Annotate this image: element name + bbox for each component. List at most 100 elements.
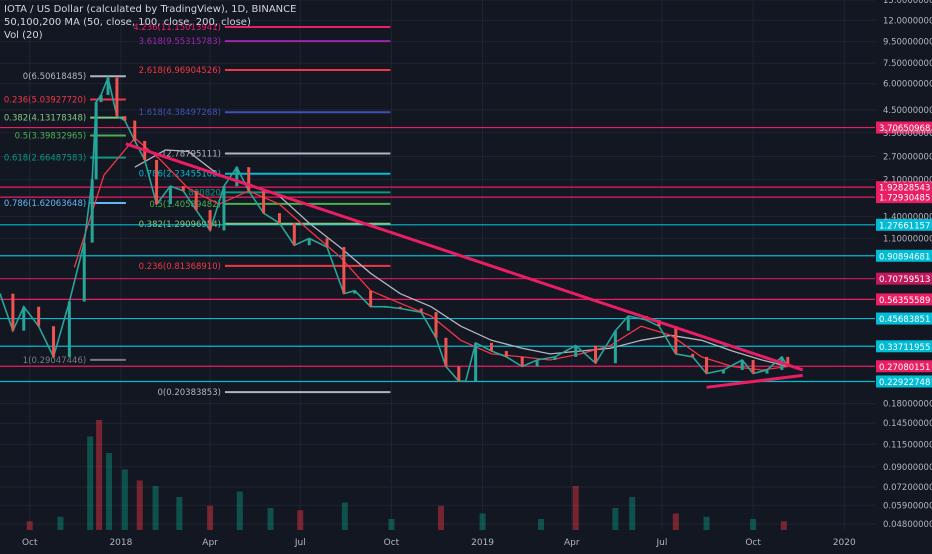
price-candle [168, 186, 172, 205]
volume-bar [267, 508, 274, 530]
chart-title: IOTA / US Dollar (calculated by TradingV… [4, 4, 297, 15]
moving-average-line [73, 137, 788, 371]
price-level-label: 0.22922748 [879, 378, 930, 388]
volume-bar [106, 453, 113, 530]
volume-bar [297, 510, 304, 530]
price-candle [115, 77, 119, 117]
fibonacci-level-label: 0(6.50618485) [23, 72, 86, 82]
fibonacci-level-label: 0.618(2.66487583) [4, 154, 86, 164]
trendline-layer[interactable] [125, 142, 804, 389]
time-axis[interactable]: Oct 2018 Apr Jul Oct 2019 Apr Jul Oct 2020 [22, 538, 856, 548]
volume-bar [703, 516, 710, 530]
y-tick-label: 1.10000000 [883, 234, 932, 244]
price-level-tag[interactable] [876, 340, 932, 353]
volume-indicator-label[interactable]: Vol (20) [4, 30, 43, 41]
price-candle [457, 366, 461, 382]
fibonacci-level-label: 1(0.29047446) [23, 356, 86, 366]
price-candle [520, 356, 524, 367]
volume-bar [750, 519, 757, 530]
price-candle [99, 94, 103, 103]
price-level-label: 1.72930485 [879, 194, 930, 204]
trendline[interactable] [706, 373, 803, 389]
price-candle [613, 330, 617, 364]
fibonacci-level-label: 0.382(1.29096954) [139, 220, 221, 230]
y-tick-label: 0.09000000 [883, 463, 932, 473]
price-level-tag[interactable] [876, 360, 932, 373]
price-candle [594, 345, 598, 364]
price-candle [553, 356, 557, 361]
price-level-label: 1.27661157 [879, 221, 930, 231]
price-candle [208, 210, 212, 231]
y-tick-label: 15.00000000 [883, 0, 932, 6]
volume-layer [26, 420, 787, 530]
price-candle [765, 369, 769, 374]
price-level-label: 0.45683851 [879, 315, 930, 325]
price-level-tag[interactable] [876, 121, 932, 134]
volume-bar [388, 519, 395, 530]
price-level-label: 0.27080151 [879, 363, 930, 373]
price-candle [504, 351, 508, 357]
price-candle [444, 337, 448, 367]
price-candle [123, 116, 127, 121]
price-candle [353, 290, 357, 294]
y-tick-label: 1.40000000 [883, 212, 932, 222]
price-candle [52, 326, 56, 357]
price-candle [705, 356, 709, 374]
trendline[interactable] [125, 142, 804, 372]
fibonacci-level-label: 1.618(4.38497268) [139, 108, 221, 118]
price-candle [292, 223, 296, 246]
price-axis[interactable]: 15.00000000 12.00000000 9.50000000 7.500000… [875, 0, 932, 550]
price-level-tag[interactable] [876, 293, 932, 306]
fibonacci-level-label: 2.618(6.96904526) [139, 66, 221, 76]
x-tick-label: 2020 [833, 538, 856, 548]
x-tick-label: Oct [22, 538, 38, 548]
volume-bar [57, 516, 64, 530]
price-candle [398, 306, 402, 309]
y-tick-label: 12.00000000 [883, 16, 932, 26]
price-level-tag[interactable] [876, 181, 932, 194]
volume-bar [572, 486, 579, 530]
price-level-tag[interactable] [876, 191, 932, 204]
price-candle [235, 167, 239, 187]
y-tick-label: 7.50000000 [883, 59, 932, 69]
y-tick-label: 0.05900000 [883, 501, 932, 511]
price-level-tag[interactable] [876, 312, 932, 325]
x-tick-label: Oct [745, 538, 761, 548]
price-candle [22, 306, 26, 331]
volume-bar [437, 505, 444, 530]
price-candle [0, 293, 2, 295]
ma-indicator-label[interactable]: 50,100,200 MA (50, close, 100, close, 20… [4, 17, 251, 28]
x-tick-label: 2018 [109, 538, 132, 548]
fibonacci-level-label: 4.236(11.15013941) [133, 23, 221, 33]
price-candle [90, 179, 94, 243]
price-level-label: 1.92828543 [879, 184, 930, 194]
y-tick-label: 6.00000000 [883, 80, 932, 90]
y-tick-label: 0.07200000 [883, 483, 932, 493]
fibonacci-level-label: 0.382(4.13178348) [4, 114, 86, 124]
price-candle [247, 167, 251, 191]
price-level-label: 3.70650968 [879, 124, 930, 134]
volume-bar [176, 497, 183, 530]
price-candle [786, 356, 790, 367]
price-level-tag[interactable] [876, 272, 932, 285]
x-tick-label: Jul [294, 538, 306, 548]
fibonacci-level-label: 3.618(9.55315783) [139, 37, 221, 47]
price-candle [277, 213, 281, 224]
volume-bar [612, 508, 619, 530]
price-level-tag[interactable] [876, 218, 932, 231]
price-level-tag[interactable] [876, 375, 932, 388]
price-candle [474, 342, 478, 382]
price-candle [11, 293, 15, 331]
fibonacci-level-label: 0.236(5.03927720) [4, 96, 86, 106]
y-tick-label: 0.14500000 [883, 419, 932, 429]
volume-bar [236, 491, 243, 530]
price-candle [222, 186, 226, 231]
fibonacci-layer[interactable]: 0(6.50618485) 0.236(5.03927720) 0.382(4.13… [4, 23, 391, 398]
price-level-label: 0.33711955 [879, 343, 930, 353]
price-level-tag[interactable] [876, 249, 932, 262]
price-candle [740, 360, 744, 370]
